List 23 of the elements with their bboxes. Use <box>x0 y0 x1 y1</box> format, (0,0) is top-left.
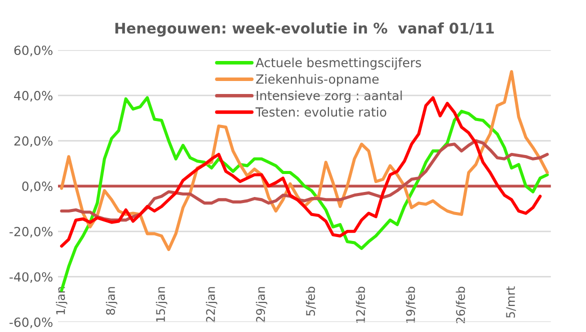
x-tick-label: 29/jan <box>256 287 268 322</box>
chart-title: Henegouwen: week-evolutie in % vanaf 01/11 <box>115 22 494 37</box>
x-tick-label: 5/feb <box>306 286 316 316</box>
x-tick-label: 22/jan <box>206 287 218 322</box>
y-tick-label: 0,0% <box>22 182 52 192</box>
y-tick-label: 60,0% <box>14 46 52 56</box>
x-tick-label: 19/feb <box>406 286 416 323</box>
line-series <box>60 139 549 222</box>
x-tick-label: 8/jan <box>106 287 118 315</box>
x-tick-label: 15/jan <box>156 287 168 322</box>
x-tick-label: 26/feb <box>456 286 466 324</box>
y-tick-label: -40,0% <box>10 272 52 283</box>
y-tick-label: -60,0% <box>10 318 52 328</box>
y-tick-label: -20,0% <box>10 226 52 238</box>
legend-label: Testen: evolutie ratio <box>256 107 386 117</box>
x-tick-label: 5/mrt <box>506 286 516 318</box>
legend-label: Intensieve zorg : aantal <box>256 90 402 103</box>
x-tick-label: 12/feb <box>356 286 366 323</box>
legend-label: Ziekenhuis-opname <box>256 74 379 86</box>
legend-label: Actuele besmettingscijfers <box>256 58 422 70</box>
x-tick-label: 1/jan <box>56 287 68 314</box>
y-tick-label: 40,0% <box>14 90 52 102</box>
y-tick-label: 20,0% <box>14 136 52 147</box>
